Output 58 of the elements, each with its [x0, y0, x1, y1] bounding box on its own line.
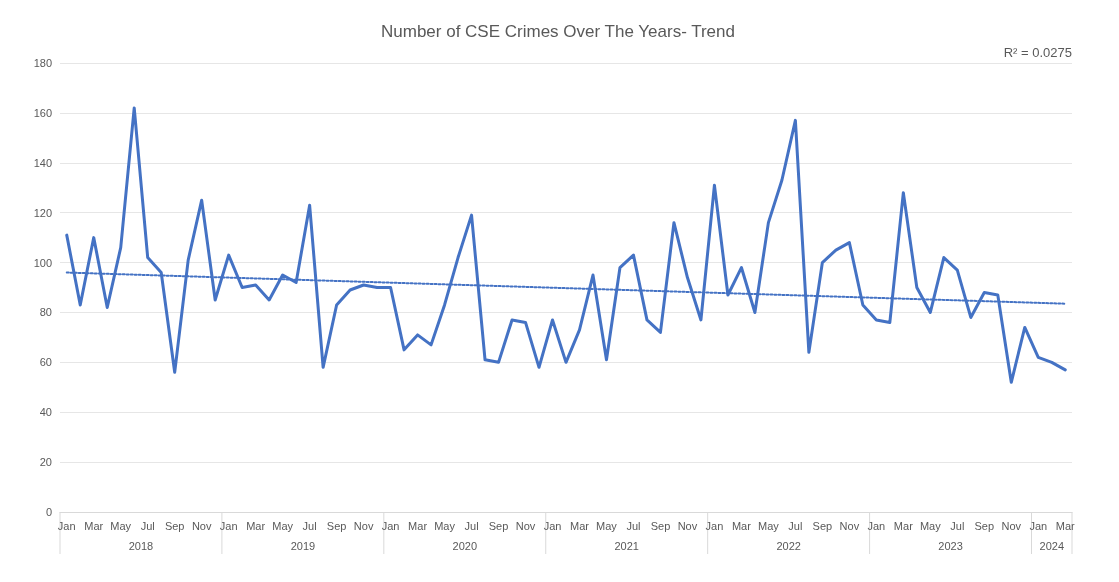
y-tick-label: 60 [39, 356, 52, 369]
x-tick-label: Nov [191, 519, 212, 532]
x-tick-label: May [596, 519, 618, 532]
x-tick-label: Jul [788, 519, 803, 532]
x-tick-label: Jan [1029, 519, 1048, 532]
x-tick-label: Jan [705, 519, 724, 532]
x-tick-label: Mar [1055, 519, 1076, 532]
x-tick-label: Jul [302, 519, 317, 532]
x-tick-label: Jan [867, 519, 886, 532]
x-tick-label: Sep [326, 519, 347, 532]
x-tick-label: May [110, 519, 132, 532]
x-tick-label: Nov [839, 519, 860, 532]
text: 2021 [614, 539, 639, 552]
x-tick-label: May [272, 519, 294, 532]
text: 2023 [938, 539, 963, 552]
x-tick-label: Jan [57, 519, 76, 532]
y-tick-label: 100 [33, 256, 52, 269]
x-tick-label: Sep [974, 519, 995, 532]
y-tick-label: 180 [33, 57, 52, 69]
x-tick-label: May [758, 519, 780, 532]
x-tick-label: Jul [464, 519, 479, 532]
x-tick-label: Sep [488, 519, 509, 532]
x-tick-label: Jan [381, 519, 400, 532]
y-tick-label: 120 [33, 206, 52, 219]
y-tick-label: 40 [39, 406, 52, 419]
x-tick-label: Jan [543, 519, 562, 532]
y-tick-label: 80 [39, 306, 52, 319]
x-tick-label: Jul [950, 519, 965, 532]
x-tick-label: Mar [893, 519, 914, 532]
x-tick-label: May [919, 519, 942, 532]
x-tick-label: Mar [408, 519, 428, 532]
text: 2019 [290, 539, 316, 552]
text: 2024 [1039, 539, 1064, 552]
x-tick-label: May [434, 519, 456, 532]
x-tick-label: Mar [570, 519, 590, 532]
x-tick-label: Nov [677, 519, 698, 532]
y-tick-label: 0 [45, 506, 52, 518]
x-tick-label: Nov [353, 519, 374, 532]
y-tick-label: 160 [33, 106, 52, 119]
x-tick-label: Jul [140, 519, 155, 532]
text: 2020 [452, 539, 478, 552]
x-tick-label: Jul [626, 519, 641, 532]
text: 2022 [776, 539, 801, 552]
text: 2018 [128, 539, 154, 552]
y-tick-label: 140 [33, 156, 52, 169]
text: R² = 0.0275 [1003, 45, 1072, 60]
x-tick-label: Mar [731, 519, 752, 532]
y-tick-label: 20 [39, 456, 52, 469]
x-tick-label: Sep [164, 519, 185, 532]
x-tick-label: Jan [219, 519, 238, 532]
x-tick-label: Sep [812, 519, 833, 532]
x-tick-label: Mar [84, 519, 104, 532]
x-tick-label: Mar [246, 519, 266, 532]
x-tick-label: Nov [515, 519, 536, 532]
x-tick-label: Nov [1001, 519, 1022, 532]
x-tick-label: Sep [650, 519, 671, 532]
line-series [65, 106, 1067, 384]
chart-title: Number of CSE Crimes Over The Years- Trend [381, 22, 735, 41]
